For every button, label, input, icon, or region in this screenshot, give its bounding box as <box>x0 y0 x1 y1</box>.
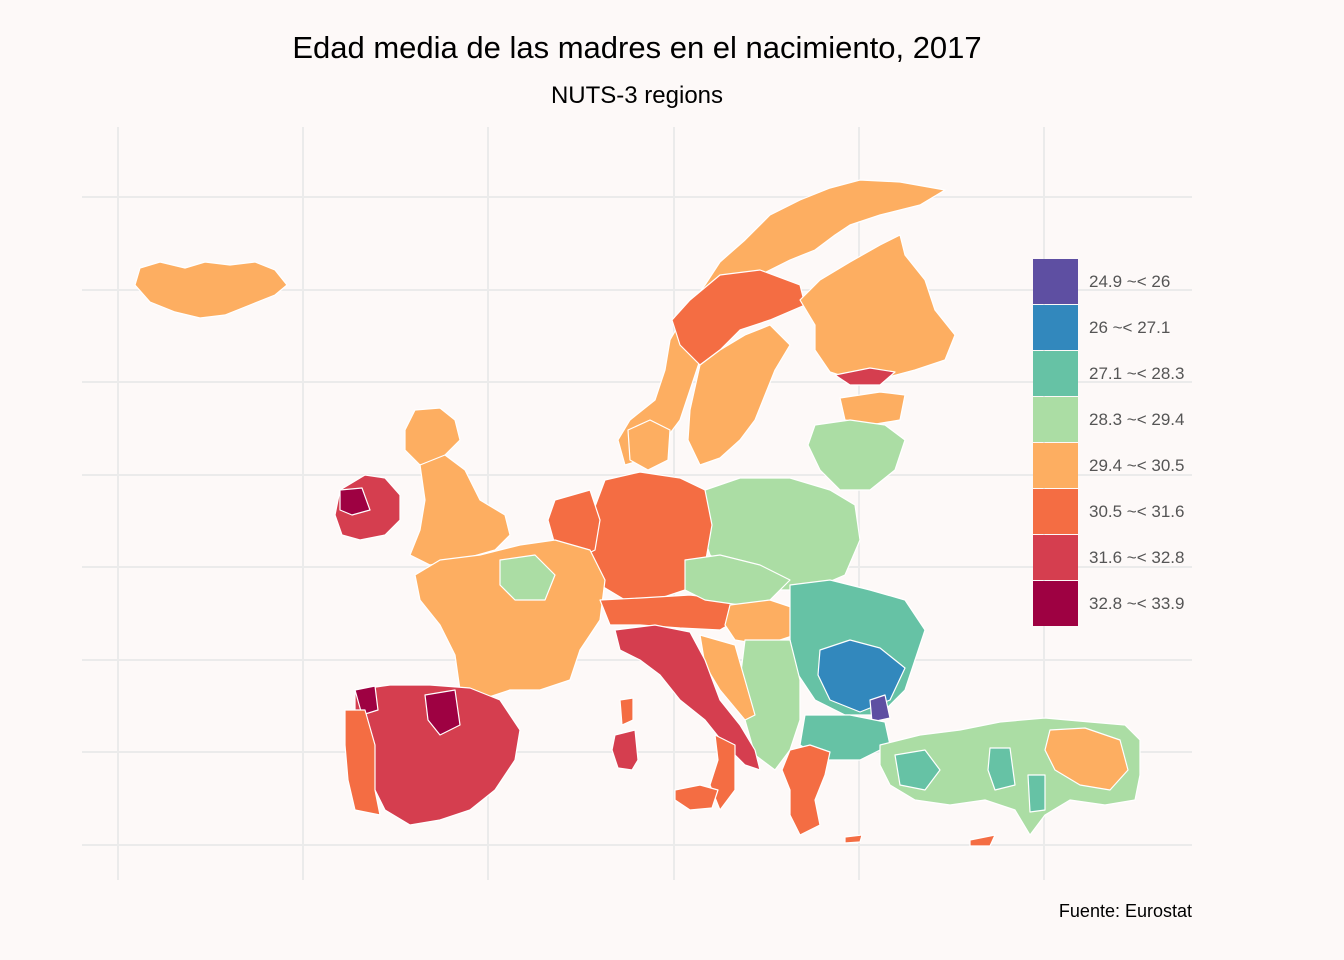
region-finland <box>799 234 956 381</box>
region-sardinia <box>611 729 639 771</box>
region-italy <box>614 624 761 771</box>
legend-swatch <box>1033 535 1078 580</box>
region-sweden-south <box>687 324 791 466</box>
region-hungary <box>724 599 801 646</box>
legend-label: 30.5 ~< 31.6 <box>1089 502 1185 521</box>
legend-swatch <box>1033 489 1078 534</box>
region-sweden-north <box>671 269 806 366</box>
region-sicily <box>674 784 719 811</box>
region-france-north <box>499 554 556 601</box>
region-estonia <box>839 391 906 426</box>
region-layer <box>134 179 1141 847</box>
region-iceland <box>134 261 288 319</box>
region-turkey-central <box>894 747 1046 813</box>
region-crete <box>844 834 863 844</box>
legend-label: 32.8 ~< 33.9 <box>1089 594 1185 613</box>
region-scotland <box>404 407 461 466</box>
region-cyprus <box>969 834 996 847</box>
region-turkey-east <box>1044 727 1129 791</box>
region-greece <box>781 744 831 836</box>
legend-swatch <box>1033 443 1078 488</box>
region-romania-east <box>869 694 891 723</box>
region-spain-north <box>354 685 461 736</box>
region-france <box>414 539 606 701</box>
region-latvia-lithuania <box>807 419 906 491</box>
legend-label: 27.1 ~< 28.3 <box>1089 364 1185 383</box>
region-corsica <box>619 697 634 726</box>
chart-title: Edad media de las madres en el nacimient… <box>292 30 982 65</box>
legend-label: 28.3 ~< 29.4 <box>1089 410 1185 429</box>
legend-label: 29.4 ~< 30.5 <box>1089 456 1185 475</box>
legend-swatch <box>1033 397 1078 442</box>
region-finland-south <box>834 367 896 386</box>
chart-caption: Fuente: Eurostat <box>1058 901 1192 921</box>
legend-label: 31.6 ~< 32.8 <box>1089 548 1185 567</box>
legend-label: 26 ~< 27.1 <box>1089 318 1171 337</box>
legend-swatch <box>1033 351 1078 396</box>
region-portugal <box>344 709 381 816</box>
chart-subtitle: NUTS-3 regions <box>550 82 724 109</box>
region-romania-center <box>817 639 906 713</box>
region-ireland-west <box>339 487 371 516</box>
legend-label: 24.9 ~< 26 <box>1089 272 1171 291</box>
legend-swatch <box>1033 581 1078 626</box>
region-denmark <box>627 419 671 471</box>
legend-swatch <box>1033 305 1078 350</box>
legend-swatch <box>1033 259 1078 304</box>
region-england <box>409 454 511 566</box>
